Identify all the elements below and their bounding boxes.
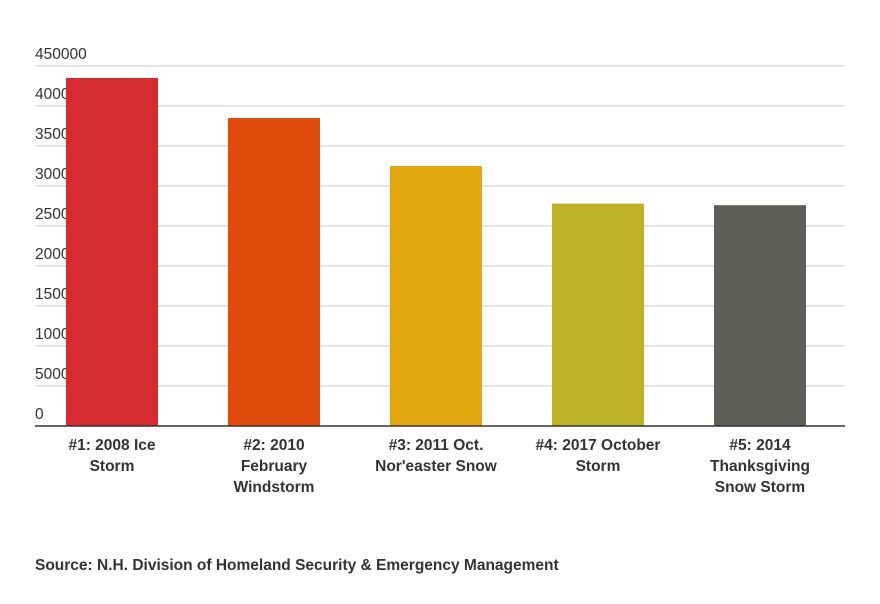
bar: [552, 203, 644, 426]
x-tick-label-line: Thanksgiving: [710, 458, 810, 475]
y-tick-label: 450000: [35, 46, 87, 63]
x-tick-label-line: Snow Storm: [715, 479, 805, 496]
x-tick-label: #4: 2017 October Storm: [536, 437, 661, 475]
bar: [714, 205, 806, 426]
x-tick-label-line: #2: 2010: [243, 437, 304, 454]
x-tick-label-line: Storm: [576, 458, 621, 475]
bar: [66, 78, 158, 426]
bar-chart: 0500001000001500002000002500003000003500…: [35, 46, 845, 496]
y-tick-label: 0: [35, 406, 44, 423]
x-tick-label: #1: 2008 Ice Storm: [68, 437, 155, 475]
x-tick-label-line: #1: 2008 Ice: [68, 437, 155, 454]
x-tick-label-line: Windstorm: [234, 479, 315, 496]
x-tick-label-line: #3: 2011 Oct.: [389, 437, 484, 454]
x-tick-label-line: Nor'easter Snow: [375, 458, 498, 475]
x-tick-label-line: #5: 2014: [729, 437, 791, 454]
bar: [390, 166, 482, 426]
x-tick-label: #5: 2014 Thanksgiving Snow Storm: [710, 437, 810, 496]
x-tick-label: #2: 2010 February Windstorm: [234, 437, 315, 496]
x-tick-label-line: February: [241, 458, 308, 475]
source-note: Source: N.H. Division of Homeland Securi…: [35, 557, 559, 574]
x-tick-label: #3: 2011 Oct. Nor'easter Snow: [375, 437, 498, 475]
bar: [228, 118, 320, 426]
x-tick-label-line: Storm: [90, 458, 135, 475]
x-tick-label-line: #4: 2017 October: [536, 437, 661, 454]
